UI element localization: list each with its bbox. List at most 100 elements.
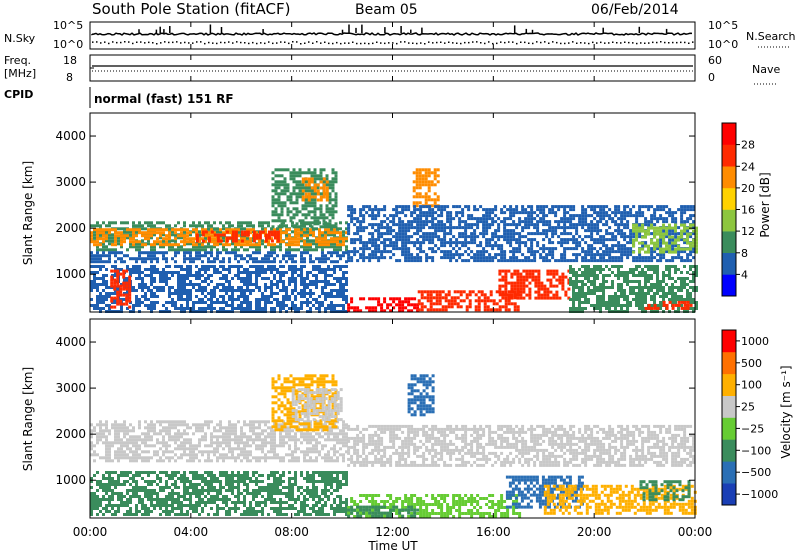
search-noise-point [284,41,286,43]
search-noise-point [248,42,250,45]
echo-region [639,480,691,502]
colorbar-tick-label: 24 [741,160,755,173]
search-noise-point [472,41,474,43]
colorbar-tick-label: 1000 [741,335,769,348]
search-noise-point [512,41,514,43]
search-noise-point [452,42,454,44]
search-noise-point [640,42,642,44]
search-noise-point [192,42,194,44]
search-noise-point [236,41,238,43]
echo-region [195,230,280,243]
search-noise-point [328,42,330,45]
echo-region [110,269,132,309]
search-noise-point [448,41,450,43]
search-noise-point [588,42,590,45]
search-noise-point [388,42,390,44]
search-noise-point [152,42,154,44]
search-noise-point [524,41,526,44]
beam-title: Beam 05 [355,2,418,18]
search-noise-point [268,41,270,43]
search-noise-point [300,43,302,45]
search-noise-point [356,42,358,45]
search-noise-point [548,42,550,44]
echo-region [90,471,348,516]
colorbar-swatch [722,373,736,396]
colorbar-tick-label: 28 [741,139,755,152]
search-noise-point [676,41,678,44]
search-noise-point [336,41,338,44]
colorbar-swatch [722,395,736,418]
search-noise-point [368,42,370,45]
colorbar-swatch [722,209,736,232]
search-noise-point [296,41,298,43]
search-noise-point [104,41,106,43]
search-noise-point [148,41,150,44]
colorbar-frame [721,329,737,506]
station-title: South Pole Station (fitACF) [92,0,290,18]
search-noise-point [144,42,146,44]
echo-region [301,177,329,202]
echo-region [90,251,348,264]
echo-region [347,424,696,467]
search-noise-point [116,41,118,44]
search-noise-point [172,41,174,44]
echo-region [347,494,522,518]
velocity-colorbar: 1000 500 100 25 −25 −100 −500 −1000 [721,329,778,506]
search-noise-point [324,41,326,43]
search-noise-point [420,42,422,44]
search-noise-point [168,41,170,44]
search-noise-point [536,41,538,43]
power-colorbar: 4 8 12 16 20 24 28 [721,122,755,297]
search-noise-point [124,41,126,43]
echo-region [90,228,348,247]
search-noise-point [304,42,306,44]
search-noise-point [228,41,230,43]
search-noise-point [432,42,434,44]
search-noise-point [212,42,214,44]
search-noise-point [652,41,654,44]
colorbar-swatch [722,351,736,375]
colorbar-tick-label: 4 [741,268,748,281]
search-noise-point [608,42,610,44]
search-noise-point [320,42,322,44]
search-noise-point [260,42,262,44]
search-noise-point [656,41,658,44]
search-noise-point [240,41,242,44]
colorbar-swatch [722,187,736,210]
echo-region [347,205,696,263]
search-noise-point [616,42,618,44]
search-noise-point [692,41,694,43]
colorbar-tick-label: −500 [741,466,771,479]
echo-region [407,374,435,417]
search-noise-point [668,42,670,44]
search-noise-point [436,41,438,44]
search-noise-point [544,41,546,43]
search-noise-point [392,42,394,44]
search-noise-point [488,41,490,43]
sky-tick-bottom-right: 10^0 [708,38,738,51]
freq-label-line1: Freq. [4,54,31,67]
cpid-value: normal (fast) 151 RF [94,92,234,106]
search-noise-point [632,42,634,44]
search-noise-point [496,42,498,45]
search-noise-point [364,42,366,45]
search-noise-point [552,41,554,43]
search-noise-point [508,41,510,43]
search-noise-point [620,42,622,44]
velocity-panel: 1000 2000 3000 4000 Slant Range [km] [21,318,697,519]
search-noise-point [504,41,506,44]
search-noise-point [308,41,310,43]
colorbar-swatch [722,252,736,275]
search-noise-point [476,41,478,43]
search-noise-point [272,42,274,45]
search-noise-point [456,42,458,44]
search-noise-point [176,41,178,43]
sky-noise-line [91,32,693,36]
search-noise-point [412,42,414,44]
search-noise-point [684,41,686,44]
search-noise-point [252,41,254,44]
search-noise-point [408,42,410,44]
search-noise-point [360,42,362,45]
velocity-y-ticks: 1000 2000 3000 4000 [55,335,695,487]
search-noise-point [580,42,582,44]
